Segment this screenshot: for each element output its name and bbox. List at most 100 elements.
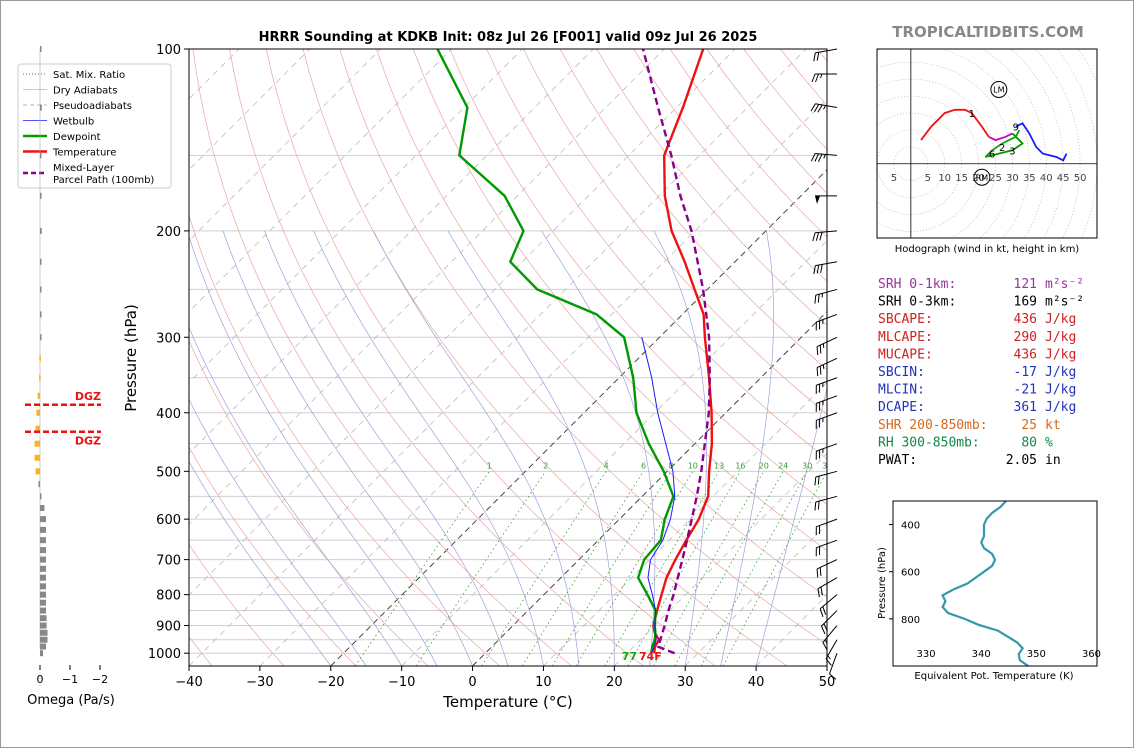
x-axis-label: Temperature (°C) — [442, 693, 572, 711]
barb-half-flag — [824, 105, 826, 109]
legend-label: Sat. Mix. Ratio — [53, 70, 125, 81]
barb-flag — [814, 403, 820, 412]
hodo-ring-label: 15 — [955, 173, 968, 184]
param-label: MLCAPE: — [878, 330, 933, 345]
omega-bar — [39, 375, 41, 381]
y-tick-label: 600 — [156, 513, 181, 528]
y-tick-label: 900 — [156, 620, 181, 635]
omega-bar — [40, 228, 42, 234]
barb-flag — [812, 74, 815, 82]
wind-barb — [821, 626, 843, 650]
omega-bar — [40, 537, 46, 543]
theta-e-trace — [943, 501, 1029, 666]
dry-adiabat-line — [193, 49, 572, 666]
theta-e-x-tick-label: 350 — [1027, 649, 1046, 660]
param-unit: m²s⁻² — [1045, 295, 1084, 310]
omega-bar — [36, 468, 41, 474]
hodo-ring-label: 10 — [938, 173, 951, 184]
hodo-trace — [921, 110, 989, 140]
barb-flag — [813, 502, 818, 511]
wind-barb — [828, 653, 844, 679]
barb-pennant — [815, 196, 820, 204]
param-label: MUCAPE: — [878, 347, 933, 362]
skewt-frame — [189, 49, 827, 666]
legend-label: Mixed-Layer — [53, 163, 115, 174]
theta-e-y-label: Pressure (hPa) — [877, 547, 888, 619]
mixing-ratio-line — [723, 471, 827, 666]
param-label: SBCIN: — [878, 365, 925, 380]
y-tick-label: 400 — [156, 407, 181, 422]
omega-bar — [36, 410, 40, 416]
omega-bar — [40, 623, 47, 629]
barb-flag — [817, 321, 823, 330]
x-tick-label: 10 — [535, 675, 552, 690]
barb-half-flag — [827, 656, 831, 659]
wind-barb — [812, 74, 837, 82]
param-label: SRH 0-3km: — [878, 295, 956, 310]
y-tick-label: 100 — [156, 43, 181, 58]
omega-bar — [40, 193, 42, 199]
param-value: 169 — [1014, 295, 1037, 310]
omega-bar — [40, 259, 42, 265]
barb-flag — [825, 659, 833, 666]
omega-bar — [40, 286, 42, 292]
omega-bar — [40, 311, 42, 317]
wind-barb — [815, 196, 837, 204]
mixing-ratio-label: 2 — [543, 461, 548, 470]
hodo-ring-label: 25 — [989, 173, 1002, 184]
param-value: 25 — [1021, 418, 1037, 433]
param-value: 436 — [1014, 312, 1037, 327]
mixing-ratio-line — [628, 471, 740, 666]
param-unit: J/kg — [1045, 312, 1076, 327]
wind-barb — [812, 231, 838, 241]
wind-barbs — [811, 49, 845, 679]
barb-flag — [816, 294, 821, 303]
wind-barb — [813, 471, 839, 485]
mixing-ratio-label: 10 — [688, 461, 698, 470]
param-unit: J/kg — [1045, 383, 1076, 398]
mixing-ratio-label: 30 — [802, 461, 812, 470]
y-tick-label: 1000 — [148, 647, 181, 662]
x-tick-label: −20 — [317, 675, 344, 690]
omega-bar — [40, 493, 42, 499]
barb-flag — [813, 295, 818, 304]
param-label: SRH 0-1km: — [878, 277, 956, 292]
param-value: -17 — [1014, 365, 1037, 380]
barb-flag — [812, 266, 816, 274]
param-unit: % — [1045, 435, 1053, 450]
barb-flag — [816, 265, 820, 273]
surface-temperature-label: 74F — [639, 650, 662, 663]
omega-bar — [40, 583, 46, 589]
wind-barb — [812, 262, 838, 274]
omega-bar — [40, 105, 42, 111]
omega-bar — [40, 566, 46, 572]
theta-e-x-tick-label: 340 — [972, 649, 991, 660]
x-tick-label: −30 — [246, 675, 273, 690]
omega-bar — [40, 46, 42, 52]
mixing-ratio-line — [416, 471, 546, 666]
isotherm-line — [260, 49, 877, 666]
omega-bar — [40, 152, 42, 158]
barb-flag — [814, 548, 820, 557]
omega-bar — [40, 547, 46, 553]
wind-barb — [819, 611, 842, 634]
y-tick-label: 500 — [156, 465, 181, 480]
pseudoadiabat-line — [265, 231, 509, 666]
barb-flag — [815, 154, 819, 162]
param-value: 290 — [1014, 330, 1037, 345]
legend-label: Parcel Path (100mb) — [53, 175, 154, 186]
y-tick-label: 300 — [156, 331, 181, 346]
barb-flag — [816, 232, 820, 240]
omega-bar — [40, 644, 46, 650]
omega-axis-label: Omega (Pa/s) — [27, 693, 115, 708]
mixing-ratio-label: 24 — [778, 461, 788, 470]
param-value: -21 — [1014, 383, 1037, 398]
theta-e-x-tick-label: 330 — [917, 649, 936, 660]
x-tick-label: −40 — [175, 675, 202, 690]
omega-tick-label: 0 — [37, 673, 44, 686]
hodo-height-label: 6 — [989, 150, 995, 161]
omega-bar — [40, 608, 46, 614]
barb-flag — [816, 74, 819, 82]
